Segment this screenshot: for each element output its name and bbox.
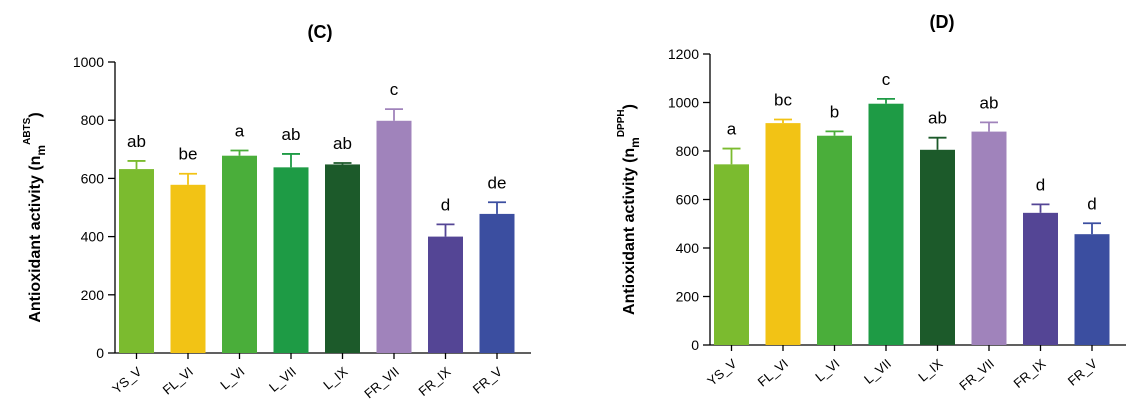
- chart-title: (C): [308, 22, 333, 42]
- significance-letter-L_VII: c: [882, 70, 891, 89]
- x-tick-label-FR_IX: FR_IX: [1011, 356, 1049, 391]
- bar-L_VI: [222, 155, 257, 353]
- significance-letter-FR_IX: d: [1036, 175, 1045, 194]
- chart-panel-c: (C) 0 200 400 600 800 1000 Antioxidant activity…: [0, 0, 560, 408]
- significance-letter-L_VI: b: [830, 102, 839, 121]
- y-axis-label: Antioxidant activity (nmDPPH): [616, 104, 642, 315]
- bar-FL_VI: [765, 123, 801, 345]
- x-tick-label-FR_V: FR_V: [1065, 356, 1100, 389]
- bar-L_IX: [920, 149, 955, 345]
- x-tick-label-FL_VI: FL_VI: [755, 356, 791, 390]
- significance-letter-FR_V: de: [488, 173, 507, 192]
- bar-FR_V: [1074, 234, 1110, 345]
- y-tick-label: 1200: [668, 46, 699, 62]
- bar-FR_IX: [1023, 212, 1058, 345]
- x-tick-label-L_VII: L_VII: [861, 356, 894, 387]
- y-tick-label: 200: [676, 289, 700, 305]
- y-tick-label: 0: [691, 337, 699, 353]
- x-tick-label-FR_VII: FR_VII: [956, 356, 997, 394]
- y-tick-label: 800: [676, 143, 700, 159]
- bar-FR_VII: [971, 131, 1007, 345]
- significance-letter-FR_IX: d: [441, 195, 450, 214]
- x-tick-label-L_VI: L_VI: [812, 356, 842, 385]
- bar-L_VI: [817, 135, 852, 345]
- significance-letter-FL_VI: be: [179, 145, 198, 164]
- x-tick-label-L_VII: L_VII: [266, 364, 299, 395]
- chart-title: (D): [930, 12, 955, 32]
- significance-letter-FR_VII: ab: [980, 93, 999, 112]
- bar-FR_V: [479, 213, 515, 353]
- bar-L_IX: [325, 164, 360, 353]
- significance-letter-L_IX: ab: [333, 134, 352, 153]
- significance-letter-L_VII: ab: [282, 125, 301, 144]
- x-tick-label-YS_V: YS_V: [109, 364, 144, 397]
- bar-YS_V: [119, 169, 154, 353]
- x-tick-label-YS_V: YS_V: [704, 356, 739, 389]
- y-tick-label: 200: [81, 287, 105, 303]
- bar-L_VII: [868, 103, 904, 346]
- significance-letter-YS_V: ab: [127, 132, 146, 151]
- y-tick-label: 1000: [668, 95, 699, 111]
- x-tick-label-FR_VII: FR_VII: [361, 364, 402, 402]
- y-tick-label: 400: [676, 240, 700, 256]
- y-axis-label: Antioxidant activity (nmABTS): [22, 112, 48, 322]
- significance-letter-FR_V: d: [1087, 194, 1096, 213]
- x-tick-label-FL_VI: FL_VI: [160, 364, 196, 398]
- significance-letter-L_IX: ab: [928, 109, 947, 128]
- bar-FR_IX: [428, 236, 463, 353]
- y-tick-label: 400: [81, 229, 105, 245]
- y-tick-label: 800: [81, 112, 105, 128]
- x-tick-label-L_IX: L_IX: [320, 364, 350, 393]
- bar-FR_VII: [376, 120, 412, 353]
- significance-letter-L_VI: a: [235, 121, 245, 140]
- bar-YS_V: [714, 164, 749, 345]
- bar-FL_VI: [170, 184, 206, 353]
- y-tick-label: 1000: [73, 54, 104, 70]
- chart-c-svg: (C) 0 200 400 600 800 1000 Antioxidant activity…: [22, 22, 531, 402]
- significance-letter-FR_VII: c: [390, 80, 399, 99]
- significance-letter-YS_V: a: [727, 120, 737, 139]
- y-tick-label: 600: [81, 170, 105, 186]
- x-tick-label-FR_V: FR_V: [470, 364, 505, 397]
- y-tick-label: 0: [96, 345, 104, 361]
- y-tick-label: 600: [676, 192, 700, 208]
- x-tick-label-L_IX: L_IX: [915, 356, 945, 385]
- significance-letter-FL_VI: bc: [774, 90, 792, 109]
- bar-L_VII: [273, 167, 309, 353]
- chart-d-svg: (D) 0 200 400 600 800 1000 1200 Antioxidant acti…: [616, 12, 1126, 394]
- chart-panel-d: (D) 0 200 400 600 800 1000 1200 Antioxidant acti…: [570, 0, 1134, 408]
- x-tick-label-FR_IX: FR_IX: [416, 364, 454, 399]
- x-tick-label-L_VI: L_VI: [217, 364, 247, 393]
